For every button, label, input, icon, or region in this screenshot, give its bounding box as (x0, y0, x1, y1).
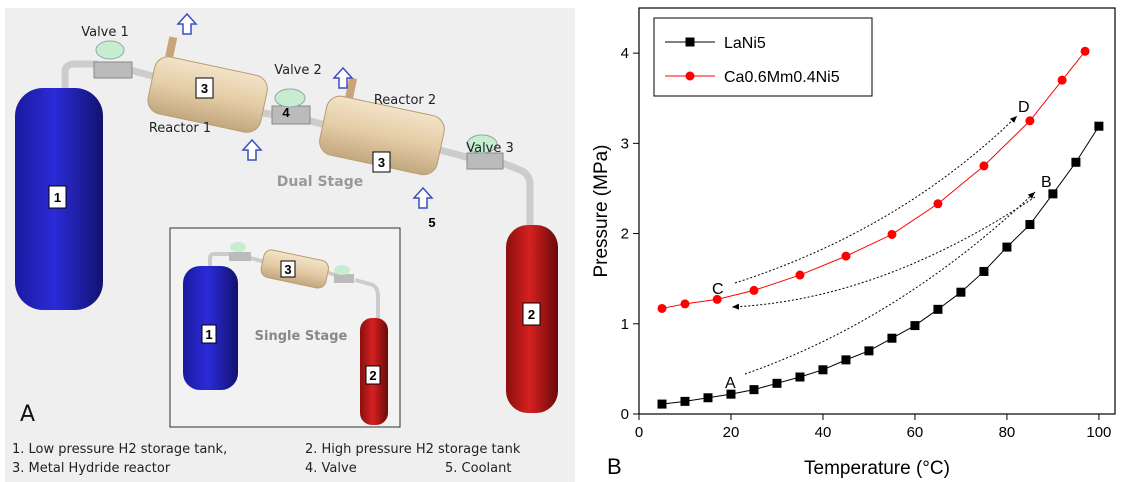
data-point (841, 355, 850, 364)
x-tick-label: 20 (723, 424, 740, 441)
legend-label: LaNi5 (724, 35, 766, 52)
tag: 2 (528, 307, 535, 322)
data-point (1025, 116, 1034, 125)
tag: 5 (428, 215, 435, 230)
y-tick-label: 2 (621, 226, 629, 243)
panel-label: A (20, 402, 35, 427)
legend-marker (686, 72, 695, 81)
data-point (841, 252, 850, 261)
data-point (1002, 243, 1011, 252)
y-axis-label: Pressure (MPa) (591, 144, 612, 277)
arrow (745, 192, 1035, 374)
tag: 4 (282, 105, 290, 120)
data-point (1058, 76, 1067, 85)
figure: 1 Valve 1 3 Reactor 1 Valve 2 4 3 Reacto… (0, 0, 1131, 482)
valve-label: Valve 2 (274, 63, 322, 78)
data-point (795, 271, 804, 280)
data-point (1025, 220, 1034, 229)
data-point (956, 288, 965, 297)
x-tick-label: 60 (907, 424, 924, 441)
data-point (749, 385, 758, 394)
valve-cap (275, 89, 305, 107)
panel-label: B (607, 454, 622, 479)
data-point (979, 161, 988, 170)
data-point (1048, 189, 1057, 198)
single-stage-label: Single Stage (255, 329, 348, 344)
arrow (735, 116, 1017, 283)
x-axis-label: Temperature (°C) (804, 458, 950, 479)
y-tick-label: 0 (621, 406, 629, 423)
valve-cap (96, 41, 124, 59)
tag: 3 (284, 262, 291, 277)
data-point (749, 286, 758, 295)
valve (272, 106, 310, 124)
reactor-label: Reactor 1 (149, 121, 211, 136)
x-tick-label: 0 (635, 424, 643, 441)
y-tick-label: 1 (621, 316, 629, 333)
data-point (713, 295, 722, 304)
x-tick-label: 80 (999, 424, 1016, 441)
arrow (732, 197, 1035, 307)
series-line (662, 126, 1099, 404)
data-point (933, 199, 942, 208)
dual-stage-label: Dual Stage (277, 174, 363, 190)
data-point (887, 334, 896, 343)
tag: 1 (205, 327, 212, 342)
legend-item: 4. Valve (305, 461, 357, 476)
legend-item: 3. Metal Hydride reactor (12, 461, 171, 476)
data-point (795, 373, 804, 382)
data-point (864, 346, 873, 355)
y-tick-label: 3 (621, 135, 629, 152)
data-point (657, 400, 666, 409)
valve (229, 252, 251, 261)
x-tick-label: 40 (815, 424, 832, 441)
data-point (979, 267, 988, 276)
valve-cap (230, 242, 246, 252)
valve (94, 62, 132, 78)
annotation: D (1018, 99, 1030, 116)
valve-cap (334, 265, 350, 275)
valve (334, 274, 354, 283)
data-point (1081, 47, 1090, 56)
tag: 2 (369, 368, 376, 383)
panel-a: 1 Valve 1 3 Reactor 1 Valve 2 4 3 Reacto… (5, 8, 575, 482)
panel-b: B Temperature (°C) Pressure (MPa) A B C … (591, 8, 1115, 479)
y-tick-label: 4 (621, 45, 629, 62)
legend-label: Ca0.6Mm0.4Ni5 (724, 69, 840, 86)
tag: 3 (378, 155, 385, 170)
data-point (1094, 122, 1103, 131)
reactor-label: Reactor 2 (374, 93, 436, 108)
data-point (910, 321, 919, 330)
legend-item: 2. High pressure H2 storage tank (305, 442, 521, 457)
data-point (726, 390, 735, 399)
data-point (680, 299, 689, 308)
valve-label: Valve 1 (81, 25, 129, 40)
data-point (680, 397, 689, 406)
data-point (818, 365, 827, 374)
annotation-arrows (732, 116, 1035, 374)
data-point (772, 379, 781, 388)
data-point (657, 304, 666, 313)
data-point (933, 305, 942, 314)
data-point (887, 230, 896, 239)
data-point (1071, 158, 1080, 167)
legend-marker (686, 38, 695, 47)
legend-item: 1. Low pressure H2 storage tank, (12, 442, 227, 457)
x-tick-label: 100 (1086, 424, 1111, 441)
tag: 3 (201, 81, 208, 96)
annotation: A (725, 375, 736, 392)
annotation: B (1041, 174, 1052, 191)
tag: 1 (54, 190, 61, 205)
legend-item: 5. Coolant (445, 461, 511, 476)
data-point (703, 393, 712, 402)
valve-label: Valve 3 (466, 141, 514, 156)
